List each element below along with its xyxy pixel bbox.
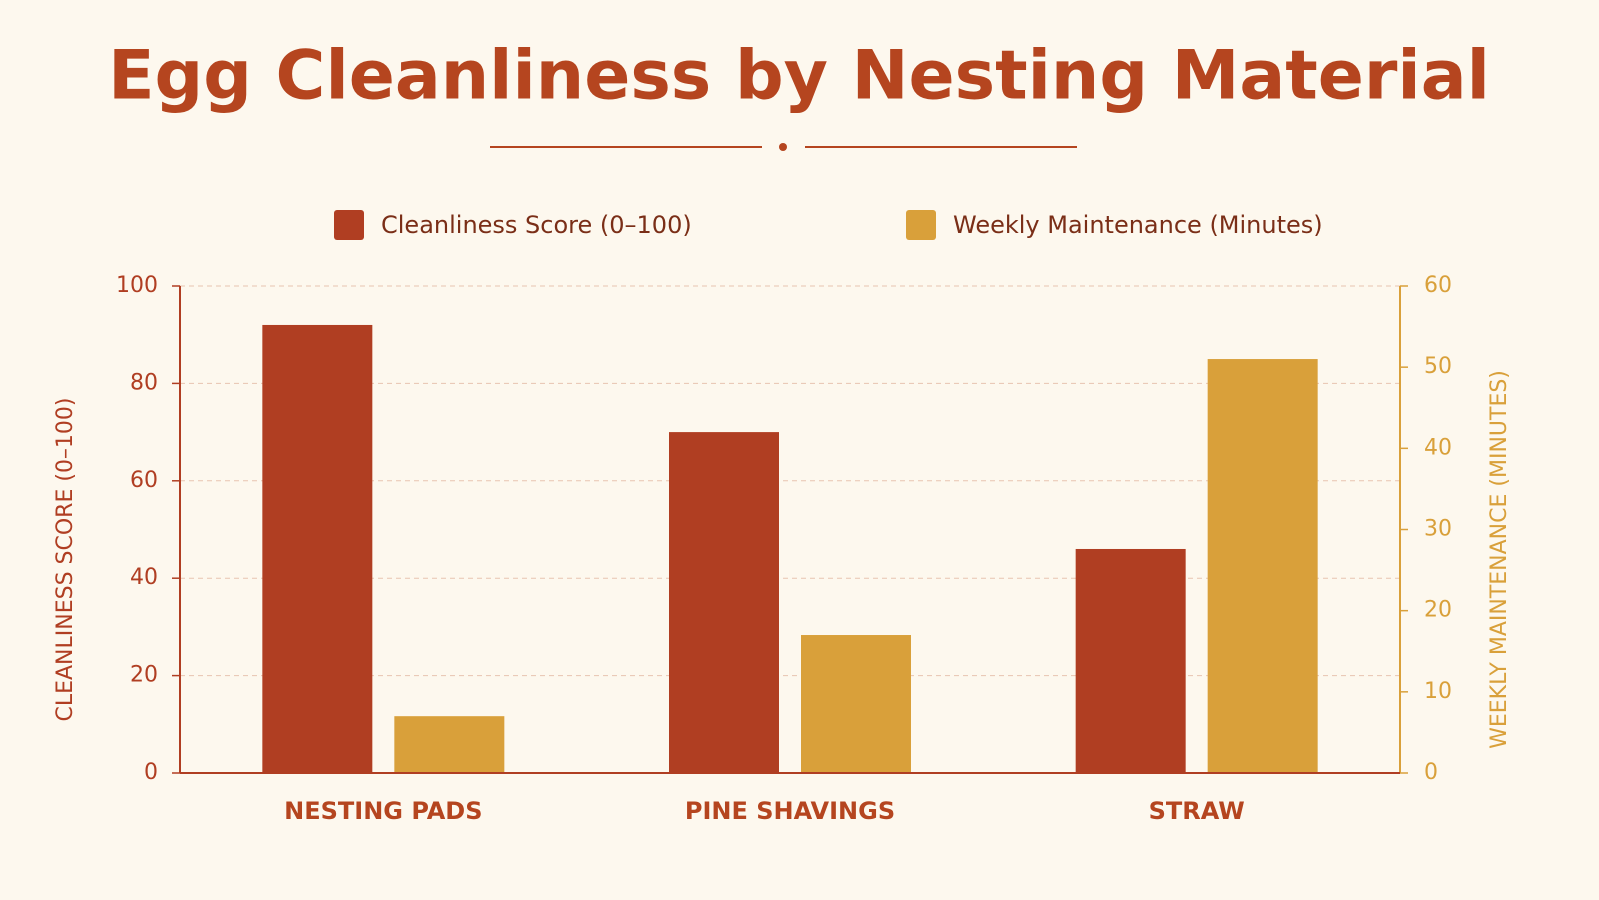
y-tick-label: 100 [116,273,158,298]
x-tick-label: PINE SHAVINGS [685,797,895,825]
y-tick-label: 60 [130,468,158,493]
bar [1207,359,1318,773]
x-tick-label: NESTING PADS [284,797,482,825]
y-axis-title: CLEANLINESS SCORE (0–100) [53,397,78,721]
bar [669,432,779,773]
y-tick-label: 40 [130,565,158,590]
x-tick-label: STRAW [1149,797,1245,825]
legend-label: Weekly Maintenance (Minutes) [953,211,1323,239]
y2-tick-label: 10 [1424,679,1452,704]
y2-tick-label: 40 [1424,435,1452,460]
y2-tick-label: 50 [1424,354,1452,379]
bar [394,716,505,773]
title-dot [779,143,787,151]
bar [801,635,911,773]
chart-title: Egg Cleanliness by Nesting Material [108,37,1490,116]
legend-label: Cleanliness Score (0–100) [381,211,692,239]
y2-tick-label: 60 [1424,273,1452,298]
y2-tick-label: 30 [1424,517,1452,542]
y2-tick-label: 20 [1424,598,1452,623]
y-tick-label: 20 [130,663,158,688]
legend-swatch [906,210,936,240]
legend-swatch [334,210,364,240]
y2-axis-title: WEEKLY MAINTENANCE (MINUTES) [1487,370,1512,749]
y-tick-label: 80 [130,370,158,395]
bar [262,324,373,773]
y2-tick-label: 0 [1424,760,1438,785]
y-tick-label: 0 [144,760,158,785]
bar [1075,548,1186,773]
